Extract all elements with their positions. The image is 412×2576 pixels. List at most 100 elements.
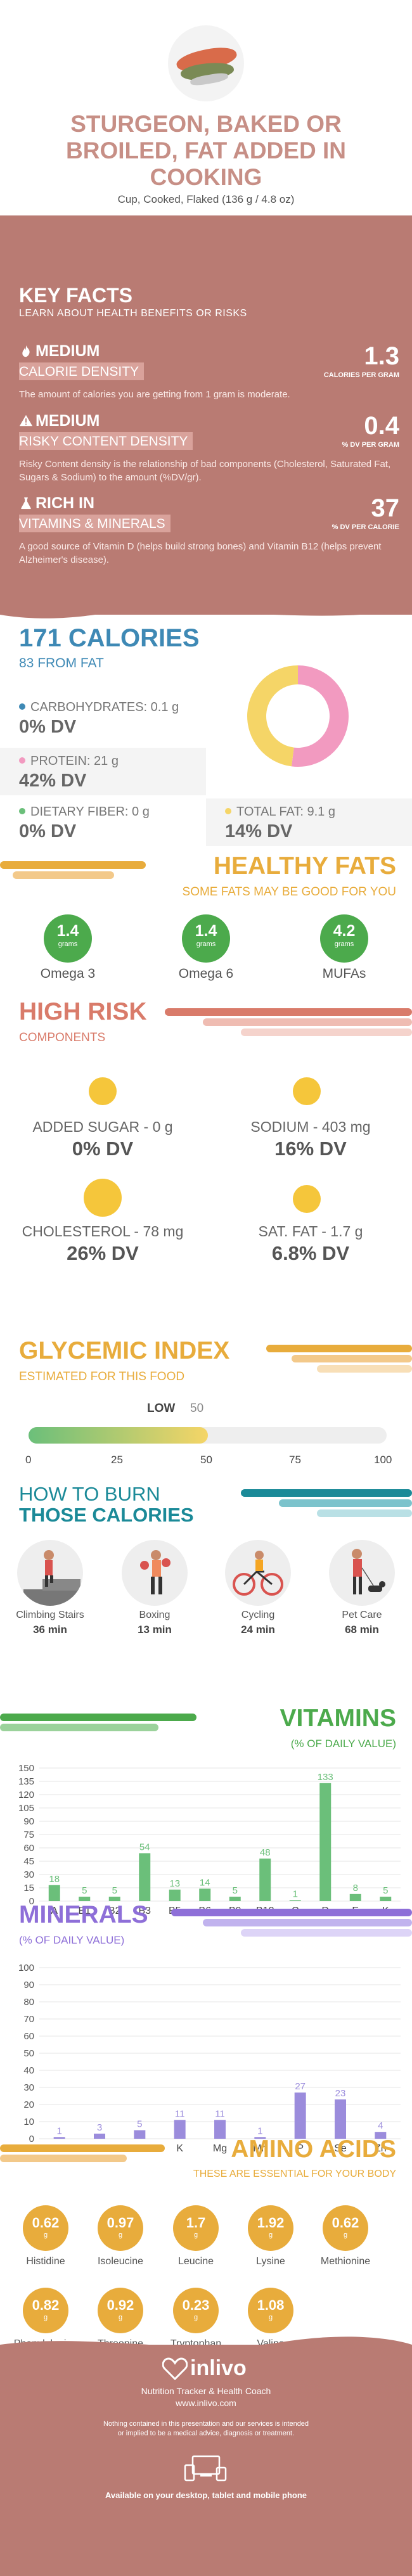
bar-value-label: 54	[139, 1842, 150, 1852]
amino-circle: 0.82 g	[23, 2288, 68, 2333]
climbing-stairs-minutes: 36 min	[33, 1624, 67, 1636]
amino-value: 1.92	[257, 2215, 285, 2231]
y-tick-label: 80	[23, 1997, 34, 2008]
omega3-unit: grams	[58, 940, 78, 948]
sodium-smiley-icon	[293, 1077, 321, 1105]
bar	[199, 1888, 211, 1901]
header: STURGEON, BAKED OR BROILED, FAT ADDED IN…	[0, 0, 412, 209]
climbing-stairs-icon	[17, 1540, 83, 1606]
fat-dot	[225, 808, 231, 814]
omega3-name: Omega 3	[40, 966, 96, 981]
key-facts-wave-bottom	[0, 596, 412, 618]
footer-available: Available on your desktop, tablet and mo…	[105, 2490, 307, 2500]
footer-tagline: Nutrition Tracker & Health Coach	[141, 2386, 271, 2396]
bar	[48, 1885, 60, 1901]
amino-circle: 0.97 g	[98, 2205, 143, 2251]
bar	[53, 2137, 65, 2139]
amino-unit: g	[193, 2231, 198, 2239]
glycemic-fill	[29, 1427, 208, 1444]
heart-logo-icon	[162, 2357, 188, 2380]
amino-unit: g	[43, 2314, 48, 2321]
y-tick-label: 105	[18, 1803, 34, 1814]
amino-unit: g	[268, 2231, 273, 2239]
key-fact-vitamins-minerals: RICH IN VITAMINS & MINERALS 37 % DV PER …	[19, 494, 399, 596]
mufas-name: MUFAs	[322, 966, 366, 981]
bar-value-label: 13	[169, 1878, 180, 1889]
bar	[108, 1897, 120, 1901]
bar	[169, 1889, 181, 1901]
amino-value: 0.92	[106, 2297, 134, 2313]
amino-unit: g	[43, 2231, 48, 2239]
bar	[79, 1897, 91, 1901]
bar	[349, 1894, 361, 1901]
sat-fat-label: SAT. FAT - 1.7 g	[258, 1223, 363, 1240]
decor-stripe	[279, 1499, 412, 1507]
fiber-dot	[19, 808, 25, 814]
calorie-density-value: 1.3	[364, 342, 399, 370]
bar-value-label: 11	[175, 2108, 185, 2119]
key-fact-calorie-density: MEDIUM CALORIE DENSITY 1.3 CALORIES PER …	[19, 342, 399, 431]
bar-value-label: 23	[335, 2088, 346, 2099]
minerals-section: MINERALS (% OF DAILY VALUE) 0 10 20 30 40 50 6…	[0, 1901, 412, 2155]
y-tick-label: 10	[23, 2117, 34, 2127]
high-risk-subtitle: COMPONENTS	[19, 1031, 106, 1044]
sat-fat-smiley-icon	[293, 1185, 321, 1213]
sodium-label: SODIUM - 403 mg	[250, 1118, 371, 1135]
decor-stripe	[0, 2155, 127, 2162]
bar	[254, 2137, 266, 2139]
bar-value-label: 3	[97, 2122, 102, 2133]
risky-density-label: RISKY CONTENT DENSITY	[19, 432, 193, 450]
amino-value: 0.97	[106, 2215, 134, 2231]
vitamins-level: RICH IN	[35, 494, 95, 512]
footer-url[interactable]: www.inlivo.com	[176, 2398, 236, 2408]
y-tick-label: 30	[23, 1869, 34, 1880]
bar	[174, 2120, 186, 2139]
amino-value: 1.7	[186, 2215, 206, 2231]
glycemic-track	[29, 1427, 387, 1444]
serving-size: Cup, Cooked, Flaked (136 g / 4.8 oz)	[117, 193, 295, 205]
y-tick-label: 60	[23, 2031, 34, 2042]
vitamins-label: VITAMINS & MINERALS	[19, 515, 171, 532]
protein-dot	[19, 757, 25, 764]
x-tick-label: A	[51, 1906, 58, 1916]
climbing-stairs-label: Climbing Stairs	[16, 1610, 84, 1620]
x-tick-label: B3	[138, 1906, 151, 1916]
calorie-density-unit: CALORIES PER GRAM	[323, 371, 399, 379]
y-tick-label: 60	[23, 1843, 34, 1854]
glycemic-level: LOW	[147, 1402, 176, 1415]
key-facts-section: KEY FACTS LEARN ABOUT HEALTH BENEFITS OR…	[0, 215, 412, 615]
vitamins-title: VITAMINS	[280, 1705, 396, 1732]
y-tick-label: 0	[29, 1896, 34, 1907]
fat-dv: 14% DV	[225, 821, 293, 842]
x-tick-label: B2	[108, 1906, 121, 1916]
x-tick-label: P	[297, 2143, 304, 2154]
sodium-dv: 16% DV	[274, 1137, 347, 1160]
x-tick-label: Mg	[213, 2143, 227, 2154]
warning-icon	[19, 414, 33, 426]
amino-name: Lysine	[256, 2256, 285, 2267]
x-tick-label: Mn	[253, 2143, 267, 2154]
glycemic-tick: 100	[374, 1454, 392, 1466]
decor-stripe	[317, 1509, 412, 1517]
added-sugar-dv: 0% DV	[72, 1137, 134, 1160]
bar	[335, 2099, 346, 2139]
minerals-subtitle: (% OF DAILY VALUE)	[19, 1934, 125, 1946]
x-tick-label: K	[176, 2143, 183, 2154]
risky-density-level: MEDIUM	[35, 412, 100, 430]
amino-subtitle: THESE ARE ESSENTIAL FOR YOUR BODY	[193, 2169, 396, 2179]
flask-icon	[21, 497, 31, 509]
mufas-circle: 4.2 grams	[320, 914, 368, 963]
carbohydrates-dv: 0% DV	[19, 717, 77, 737]
y-tick-label: 75	[23, 1829, 34, 1840]
omega6-value: 1.4	[195, 922, 217, 940]
omega3-circle: 1.4 grams	[44, 914, 92, 963]
sat-fat-dv: 6.8% DV	[271, 1242, 350, 1264]
healthy-fats-subtitle: SOME FATS MAY BE GOOD FOR YOU	[182, 885, 396, 899]
healthy-fats-title: HEALTHY FATS	[213, 852, 396, 880]
macro-carbohydrates: CARBOHYDRATES: 0.1 g 0% DV	[0, 694, 190, 741]
glycemic-tick: 50	[200, 1454, 212, 1466]
key-facts-title: KEY FACTS	[19, 284, 132, 307]
bar-value-label: 1	[56, 2125, 61, 2136]
decor-stripe	[266, 1345, 412, 1352]
macro-donut-chart	[247, 665, 349, 767]
